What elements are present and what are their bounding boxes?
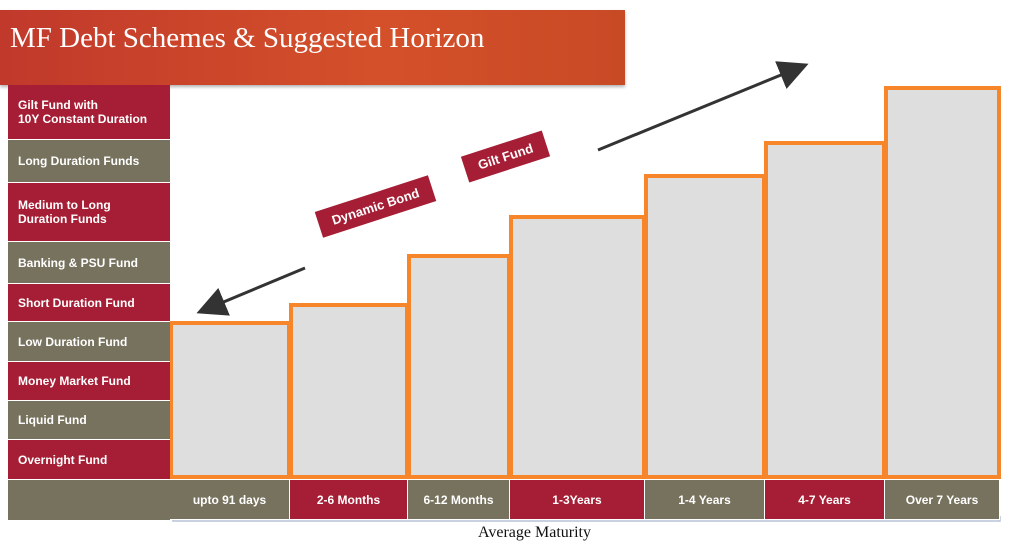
arrow-right [597,61,809,152]
step-bar [884,86,1001,479]
fund-type: Liquid Fund [8,401,170,440]
step-bar [169,321,291,479]
title: MF Debt Schemes & Suggested Horizon [10,22,485,54]
axis-label: Average Maturity [478,524,591,541]
arrow-left [196,266,306,316]
title-banner: MF Debt Schemes & Suggested Horizon [0,10,625,85]
step-bar [764,141,886,479]
maturity-bucket: 1-4 Years [645,480,765,520]
fund-type: Long Duration Funds [8,140,170,183]
corner-cell [8,480,170,520]
fund-type: Gilt Fund with 10Y Constant Duration [8,85,170,140]
step-bar [644,174,766,479]
steps [169,86,1001,479]
fund-type: Banking & PSU Fund [8,242,170,284]
maturity-bucket: 6-12 Months [408,480,510,520]
maturity-bucket: 1-3Years [510,480,645,520]
fund-type: Money Market Fund [8,362,170,401]
fund-type: Medium to Long Duration Funds [8,183,170,242]
maturity-bucket: Over 7 Years [885,480,1000,520]
step-bar [289,303,409,479]
fund-type: Overnight Fund [8,440,170,480]
maturity-bucket: 4-7 Years [765,480,885,520]
step-bar [407,254,511,479]
fund-type: Short Duration Fund [8,284,170,322]
maturity-bucket: 2-6 Months [290,480,408,520]
maturity-bucket: upto 91 days [170,480,290,520]
fund-type: Low Duration Fund [8,322,170,362]
step-bar [509,215,646,479]
